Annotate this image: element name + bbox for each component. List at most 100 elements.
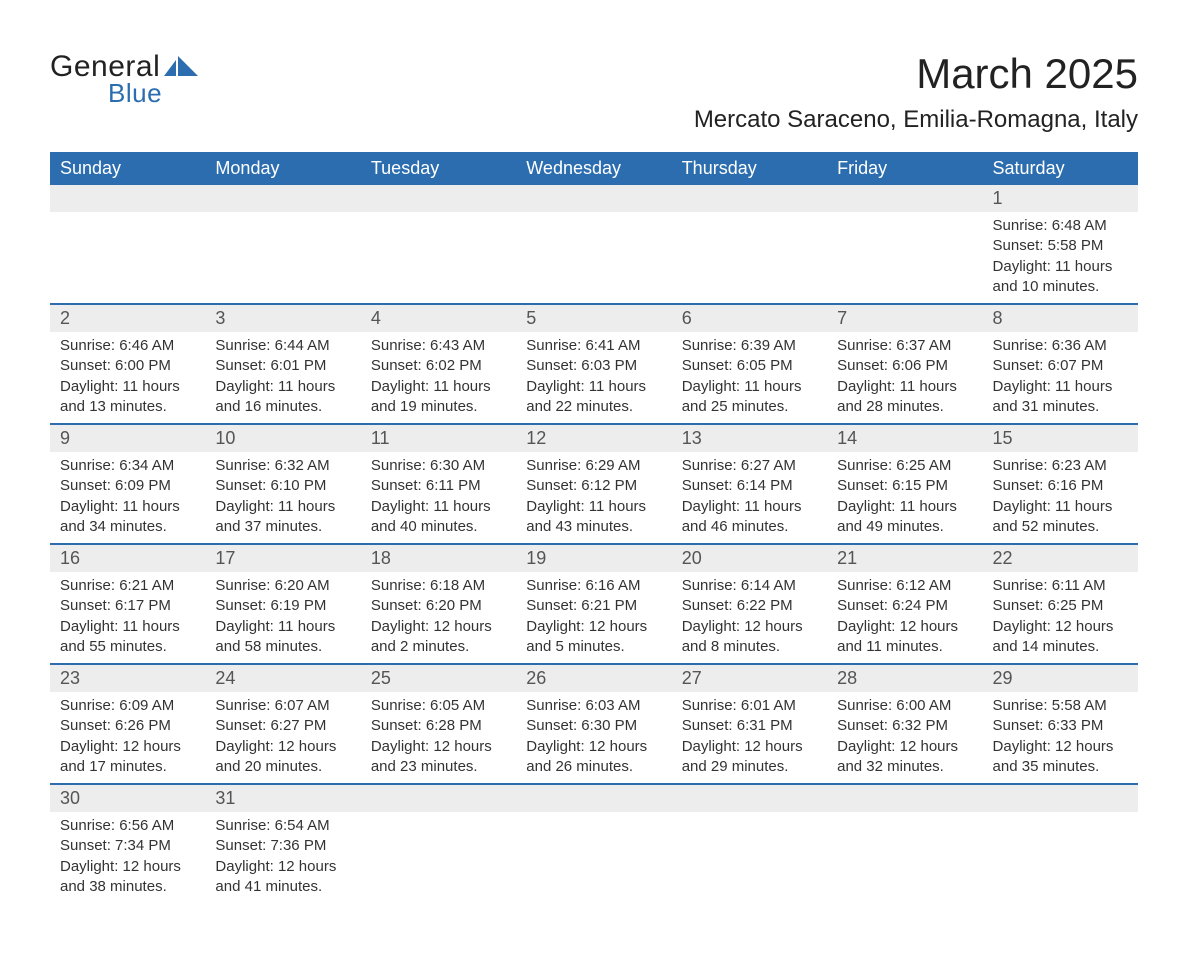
sunset-text: Sunset: 6:32 PM bbox=[837, 716, 972, 736]
daylight-text: Daylight: 11 hours and 10 minutes. bbox=[993, 257, 1128, 298]
sunset-text: Sunset: 6:26 PM bbox=[60, 716, 195, 736]
day-details bbox=[672, 212, 827, 284]
daylight-text: Daylight: 11 hours and 43 minutes. bbox=[526, 497, 661, 538]
day-number bbox=[516, 185, 671, 212]
sunrise-text: Sunrise: 6:21 AM bbox=[60, 576, 195, 596]
sunset-text: Sunset: 6:24 PM bbox=[837, 596, 972, 616]
daylight-text: Daylight: 11 hours and 19 minutes. bbox=[371, 377, 506, 418]
day-number bbox=[361, 185, 516, 212]
day-details bbox=[361, 812, 516, 884]
weekday-header: Wednesday bbox=[516, 152, 671, 185]
day-number: 27 bbox=[672, 665, 827, 692]
day-details: Sunrise: 6:43 AMSunset: 6:02 PMDaylight:… bbox=[361, 332, 516, 423]
calendar-cell bbox=[361, 185, 516, 304]
calendar-cell bbox=[50, 185, 205, 304]
calendar-table: Sunday Monday Tuesday Wednesday Thursday… bbox=[50, 152, 1138, 903]
calendar-cell: 13Sunrise: 6:27 AMSunset: 6:14 PMDayligh… bbox=[672, 424, 827, 544]
calendar-cell: 17Sunrise: 6:20 AMSunset: 6:19 PMDayligh… bbox=[205, 544, 360, 664]
sunset-text: Sunset: 6:30 PM bbox=[526, 716, 661, 736]
daylight-text: Daylight: 11 hours and 34 minutes. bbox=[60, 497, 195, 538]
daylight-text: Daylight: 12 hours and 32 minutes. bbox=[837, 737, 972, 778]
day-details: Sunrise: 6:20 AMSunset: 6:19 PMDaylight:… bbox=[205, 572, 360, 663]
sunrise-text: Sunrise: 6:23 AM bbox=[993, 456, 1128, 476]
day-details: Sunrise: 6:21 AMSunset: 6:17 PMDaylight:… bbox=[50, 572, 205, 663]
sunrise-text: Sunrise: 6:36 AM bbox=[993, 336, 1128, 356]
day-number: 29 bbox=[983, 665, 1138, 692]
day-number: 2 bbox=[50, 305, 205, 332]
daylight-text: Daylight: 12 hours and 35 minutes. bbox=[993, 737, 1128, 778]
sunrise-text: Sunrise: 6:27 AM bbox=[682, 456, 817, 476]
calendar-cell: 20Sunrise: 6:14 AMSunset: 6:22 PMDayligh… bbox=[672, 544, 827, 664]
day-number bbox=[516, 785, 671, 812]
daylight-text: Daylight: 12 hours and 23 minutes. bbox=[371, 737, 506, 778]
day-number: 19 bbox=[516, 545, 671, 572]
sunrise-text: Sunrise: 6:39 AM bbox=[682, 336, 817, 356]
day-details: Sunrise: 6:41 AMSunset: 6:03 PMDaylight:… bbox=[516, 332, 671, 423]
sunrise-text: Sunrise: 6:11 AM bbox=[993, 576, 1128, 596]
daylight-text: Daylight: 12 hours and 2 minutes. bbox=[371, 617, 506, 658]
day-number: 16 bbox=[50, 545, 205, 572]
calendar-cell: 7Sunrise: 6:37 AMSunset: 6:06 PMDaylight… bbox=[827, 304, 982, 424]
day-details: Sunrise: 6:25 AMSunset: 6:15 PMDaylight:… bbox=[827, 452, 982, 543]
sunrise-text: Sunrise: 6:56 AM bbox=[60, 816, 195, 836]
sunset-text: Sunset: 6:10 PM bbox=[215, 476, 350, 496]
sunrise-text: Sunrise: 6:01 AM bbox=[682, 696, 817, 716]
day-number: 21 bbox=[827, 545, 982, 572]
calendar-cell: 15Sunrise: 6:23 AMSunset: 6:16 PMDayligh… bbox=[983, 424, 1138, 544]
sunset-text: Sunset: 6:00 PM bbox=[60, 356, 195, 376]
sunrise-text: Sunrise: 6:03 AM bbox=[526, 696, 661, 716]
daylight-text: Daylight: 12 hours and 14 minutes. bbox=[993, 617, 1128, 658]
sunset-text: Sunset: 6:16 PM bbox=[993, 476, 1128, 496]
calendar-cell: 3Sunrise: 6:44 AMSunset: 6:01 PMDaylight… bbox=[205, 304, 360, 424]
day-number: 8 bbox=[983, 305, 1138, 332]
calendar-cell: 23Sunrise: 6:09 AMSunset: 6:26 PMDayligh… bbox=[50, 664, 205, 784]
weekday-header: Monday bbox=[205, 152, 360, 185]
daylight-text: Daylight: 11 hours and 46 minutes. bbox=[682, 497, 817, 538]
daylight-text: Daylight: 12 hours and 29 minutes. bbox=[682, 737, 817, 778]
daylight-text: Daylight: 11 hours and 25 minutes. bbox=[682, 377, 817, 418]
sunrise-text: Sunrise: 6:30 AM bbox=[371, 456, 506, 476]
sunrise-text: Sunrise: 6:44 AM bbox=[215, 336, 350, 356]
day-number: 28 bbox=[827, 665, 982, 692]
sunrise-text: Sunrise: 6:43 AM bbox=[371, 336, 506, 356]
calendar-cell: 21Sunrise: 6:12 AMSunset: 6:24 PMDayligh… bbox=[827, 544, 982, 664]
location-subtitle: Mercato Saraceno, Emilia-Romagna, Italy bbox=[694, 106, 1138, 134]
daylight-text: Daylight: 12 hours and 8 minutes. bbox=[682, 617, 817, 658]
sunrise-text: Sunrise: 6:54 AM bbox=[215, 816, 350, 836]
day-number: 1 bbox=[983, 185, 1138, 212]
sunrise-text: Sunrise: 6:14 AM bbox=[682, 576, 817, 596]
daylight-text: Daylight: 12 hours and 20 minutes. bbox=[215, 737, 350, 778]
calendar-cell bbox=[205, 185, 360, 304]
day-details bbox=[672, 812, 827, 884]
day-number: 7 bbox=[827, 305, 982, 332]
day-number: 17 bbox=[205, 545, 360, 572]
sunrise-text: Sunrise: 6:25 AM bbox=[837, 456, 972, 476]
weekday-header: Friday bbox=[827, 152, 982, 185]
calendar-cell: 30Sunrise: 6:56 AMSunset: 7:34 PMDayligh… bbox=[50, 784, 205, 903]
day-number bbox=[50, 185, 205, 212]
calendar-cell: 4Sunrise: 6:43 AMSunset: 6:02 PMDaylight… bbox=[361, 304, 516, 424]
day-details: Sunrise: 6:39 AMSunset: 6:05 PMDaylight:… bbox=[672, 332, 827, 423]
daylight-text: Daylight: 11 hours and 31 minutes. bbox=[993, 377, 1128, 418]
sunset-text: Sunset: 6:19 PM bbox=[215, 596, 350, 616]
sunrise-text: Sunrise: 6:37 AM bbox=[837, 336, 972, 356]
title-block: March 2025 Mercato Saraceno, Emilia-Roma… bbox=[694, 50, 1138, 134]
day-details: Sunrise: 6:54 AMSunset: 7:36 PMDaylight:… bbox=[205, 812, 360, 903]
day-details: Sunrise: 6:12 AMSunset: 6:24 PMDaylight:… bbox=[827, 572, 982, 663]
sunset-text: Sunset: 6:07 PM bbox=[993, 356, 1128, 376]
calendar-cell: 26Sunrise: 6:03 AMSunset: 6:30 PMDayligh… bbox=[516, 664, 671, 784]
day-details: Sunrise: 5:58 AMSunset: 6:33 PMDaylight:… bbox=[983, 692, 1138, 783]
calendar-cell: 14Sunrise: 6:25 AMSunset: 6:15 PMDayligh… bbox=[827, 424, 982, 544]
calendar-cell: 25Sunrise: 6:05 AMSunset: 6:28 PMDayligh… bbox=[361, 664, 516, 784]
daylight-text: Daylight: 11 hours and 49 minutes. bbox=[837, 497, 972, 538]
daylight-text: Daylight: 11 hours and 22 minutes. bbox=[526, 377, 661, 418]
weekday-header: Tuesday bbox=[361, 152, 516, 185]
daylight-text: Daylight: 11 hours and 28 minutes. bbox=[837, 377, 972, 418]
calendar-cell: 12Sunrise: 6:29 AMSunset: 6:12 PMDayligh… bbox=[516, 424, 671, 544]
calendar-week-row: 1Sunrise: 6:48 AMSunset: 5:58 PMDaylight… bbox=[50, 185, 1138, 304]
calendar-cell bbox=[827, 784, 982, 903]
sunset-text: Sunset: 6:03 PM bbox=[526, 356, 661, 376]
weekday-header: Thursday bbox=[672, 152, 827, 185]
day-details bbox=[205, 212, 360, 284]
day-details: Sunrise: 6:18 AMSunset: 6:20 PMDaylight:… bbox=[361, 572, 516, 663]
